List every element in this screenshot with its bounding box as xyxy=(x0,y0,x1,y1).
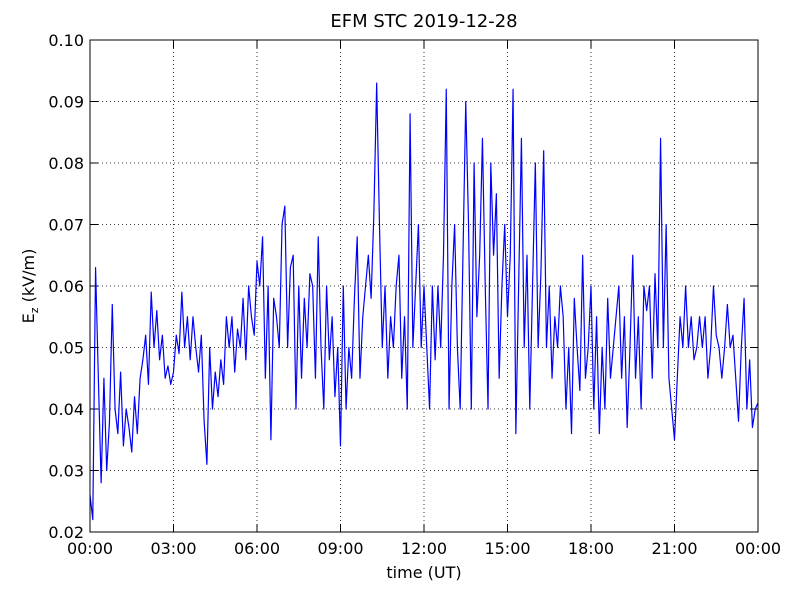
x-tick-label: 03:00 xyxy=(150,539,196,558)
x-tick-label: 06:00 xyxy=(234,539,280,558)
y-tick-label: 0.08 xyxy=(48,154,84,173)
y-axis-label-sub: z xyxy=(28,307,41,313)
y-tick-label: 0.05 xyxy=(48,339,84,358)
x-tick-label: 15:00 xyxy=(484,539,530,558)
y-tick-label: 0.10 xyxy=(48,31,84,50)
y-axis-label: Ez (kV/m) xyxy=(19,249,41,324)
y-tick-label: 0.02 xyxy=(48,523,84,542)
y-tick-label: 0.09 xyxy=(48,93,84,112)
chart-title: EFM STC 2019-12-28 xyxy=(330,11,517,32)
x-tick-label: 18:00 xyxy=(568,539,614,558)
y-axis-label-main: E xyxy=(19,313,38,323)
x-tick-label: 12:00 xyxy=(401,539,447,558)
y-tick-label: 0.06 xyxy=(48,277,84,296)
x-axis-label: time (UT) xyxy=(386,563,461,582)
y-tick-label: 0.03 xyxy=(48,462,84,481)
plot-frame xyxy=(89,39,759,533)
x-tick-label: 00:00 xyxy=(67,539,113,558)
y-tick-label: 0.07 xyxy=(48,216,84,235)
data-line xyxy=(89,82,759,521)
x-tick-label: 00:00 xyxy=(735,539,781,558)
y-axis-label-unit: (kV/m) xyxy=(19,249,38,308)
x-tick-label: 09:00 xyxy=(317,539,363,558)
x-tick-label: 21:00 xyxy=(651,539,697,558)
y-tick-label: 0.04 xyxy=(48,400,84,419)
